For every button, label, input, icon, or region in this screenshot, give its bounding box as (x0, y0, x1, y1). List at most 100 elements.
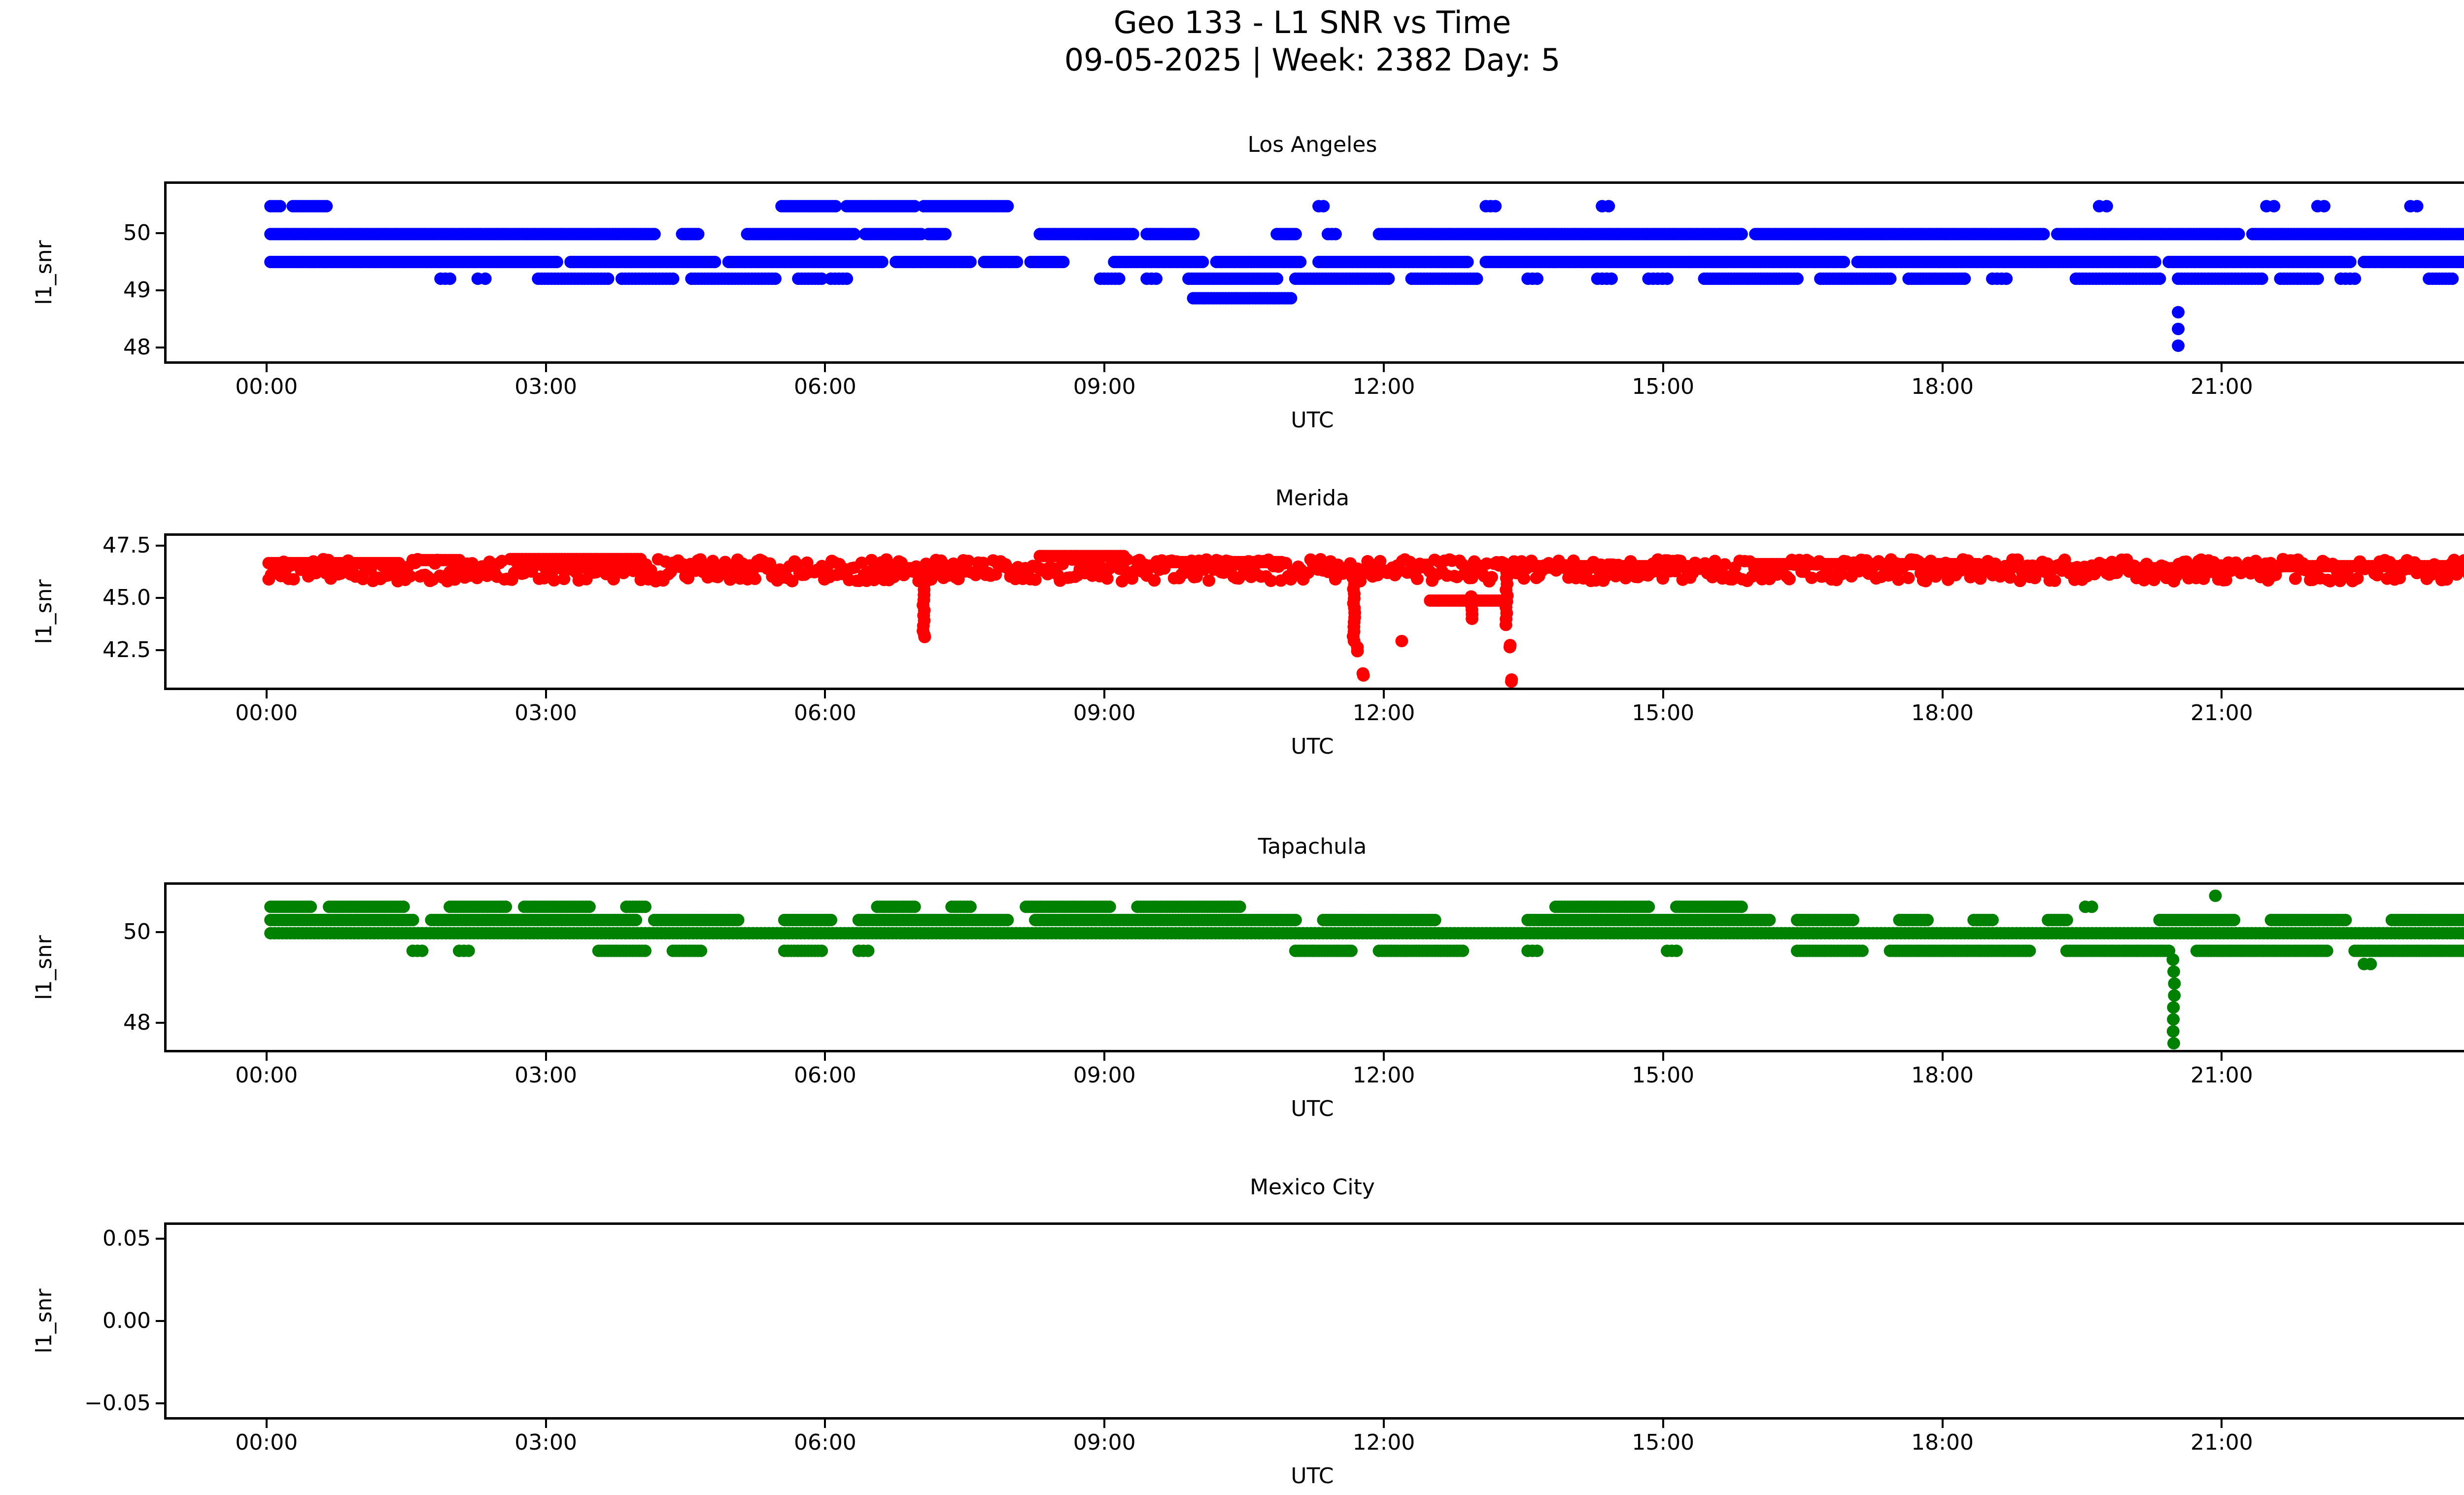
x-tick-label: 06:00 (794, 1063, 856, 1088)
y-tick-label: 49 (123, 278, 151, 303)
x-tick-label: 21:00 (2190, 374, 2253, 399)
scatter-layer (262, 550, 2464, 688)
x-axis-label: UTC (1291, 734, 1334, 759)
y-tick-label: 50 (123, 919, 151, 945)
x-tick-label: 18:00 (1911, 1063, 1974, 1088)
scatter-layer (167, 1225, 2464, 1417)
y-tick-label: 47.5 (103, 533, 151, 558)
x-tick-label: 21:00 (2190, 1063, 2253, 1088)
x-tick-mark (824, 690, 826, 698)
x-tick-label: 00:00 (2427, 375, 2464, 399)
y-tick-mark (156, 289, 164, 292)
x-tick-mark (2221, 690, 2223, 698)
x-tick-label: 09:00 (1073, 374, 1136, 399)
x-tick-label: 00:00 (2427, 1430, 2464, 1455)
x-tick-mark (545, 1420, 547, 1428)
y-tick-label: 0.00 (103, 1308, 151, 1333)
x-tick-label: 09:00 (1073, 700, 1136, 726)
x-tick-mark (2221, 1052, 2223, 1061)
x-tick-label: 18:00 (1911, 374, 1974, 399)
x-tick-mark (2221, 364, 2223, 372)
x-tick-label: 12:00 (1352, 700, 1415, 726)
x-tick-label: 12:00 (1352, 1430, 1415, 1455)
x-tick-mark (1103, 364, 1106, 372)
x-tick-mark (545, 690, 547, 698)
x-tick-mark (824, 364, 826, 372)
x-tick-mark (265, 364, 268, 372)
x-tick-mark (1941, 1420, 1944, 1428)
x-tick-label: 06:00 (794, 1430, 856, 1455)
x-tick-label: 00:00 (2427, 701, 2464, 726)
x-tick-label: 18:00 (1911, 700, 1974, 726)
y-tick-label: −0.05 (84, 1390, 151, 1416)
x-tick-label: 15:00 (1632, 374, 1695, 399)
x-tick-mark (1941, 1052, 1944, 1061)
y-tick-mark (156, 1320, 164, 1322)
x-tick-mark (545, 364, 547, 372)
x-tick-label: 03:00 (514, 1063, 578, 1088)
y-tick-mark (156, 1402, 164, 1404)
y-tick-label: 48 (123, 1010, 151, 1036)
x-tick-label: 06:00 (794, 374, 856, 399)
subplot-title: Tapachula (1258, 834, 1367, 859)
x-tick-label: 06:00 (794, 700, 856, 726)
x-tick-mark (1662, 690, 1664, 698)
x-tick-mark (1941, 690, 1944, 698)
x-tick-label: 00:00 (235, 1063, 298, 1088)
y-tick-label: 48 (123, 335, 151, 360)
x-tick-label: 18:00 (1911, 1430, 1974, 1455)
y-tick-label: 42.5 (103, 637, 151, 663)
subplot-title: Los Angeles (1247, 132, 1377, 157)
x-tick-mark (1383, 1420, 1385, 1428)
plot-area (164, 882, 2464, 1052)
x-tick-mark (265, 1052, 268, 1061)
x-tick-mark (2221, 1420, 2223, 1428)
x-tick-label: 15:00 (1632, 1063, 1695, 1088)
y-tick-mark (156, 347, 164, 349)
y-tick-mark (156, 1238, 164, 1240)
x-tick-mark (1662, 1420, 1664, 1428)
plot-area (164, 533, 2464, 690)
x-tick-label: 12:00 (1352, 1063, 1415, 1088)
x-tick-label: 09:00 (1073, 1063, 1136, 1088)
x-tick-mark (1383, 690, 1385, 698)
plot-area (164, 181, 2464, 364)
scatter-layer (264, 200, 2464, 352)
x-tick-label: 21:00 (2190, 1430, 2253, 1455)
x-axis-label: UTC (1291, 1096, 1334, 1121)
x-tick-label: 12:00 (1352, 374, 1415, 399)
plot-area (164, 1222, 2464, 1420)
x-tick-label: 00:00 (235, 700, 298, 726)
subplot-title: Mexico City (1250, 1175, 1375, 1200)
subplot-title: Merida (1275, 486, 1350, 511)
x-tick-label: 15:00 (1632, 700, 1695, 726)
y-tick-label: 50 (123, 220, 151, 245)
figure-title-line-2: 09-05-2025 | Week: 2382 Day: 5 (1064, 42, 1561, 78)
y-tick-mark (156, 931, 164, 934)
x-tick-label: 00:00 (2427, 1063, 2464, 1088)
x-tick-mark (1662, 364, 1664, 372)
x-tick-mark (824, 1052, 826, 1061)
y-tick-mark (156, 232, 164, 234)
y-tick-mark (156, 1022, 164, 1024)
x-tick-label: 09:00 (1073, 1430, 1136, 1455)
x-tick-mark (545, 1052, 547, 1061)
x-tick-mark (1941, 364, 1944, 372)
x-tick-mark (1103, 1052, 1106, 1061)
x-tick-mark (1662, 1052, 1664, 1061)
x-tick-label: 03:00 (514, 700, 578, 726)
x-axis-label: UTC (1291, 408, 1334, 433)
y-tick-mark (156, 597, 164, 599)
y-tick-mark (156, 649, 164, 652)
x-tick-mark (1383, 364, 1385, 372)
x-tick-mark (1103, 690, 1106, 698)
scatter-layer (264, 889, 2464, 1050)
x-tick-label: 15:00 (1632, 1430, 1695, 1455)
x-axis-label: UTC (1291, 1463, 1334, 1489)
x-tick-mark (824, 1420, 826, 1428)
y-tick-mark (156, 545, 164, 547)
x-tick-label: 03:00 (514, 374, 578, 399)
x-tick-mark (265, 1420, 268, 1428)
x-tick-label: 00:00 (235, 374, 298, 399)
